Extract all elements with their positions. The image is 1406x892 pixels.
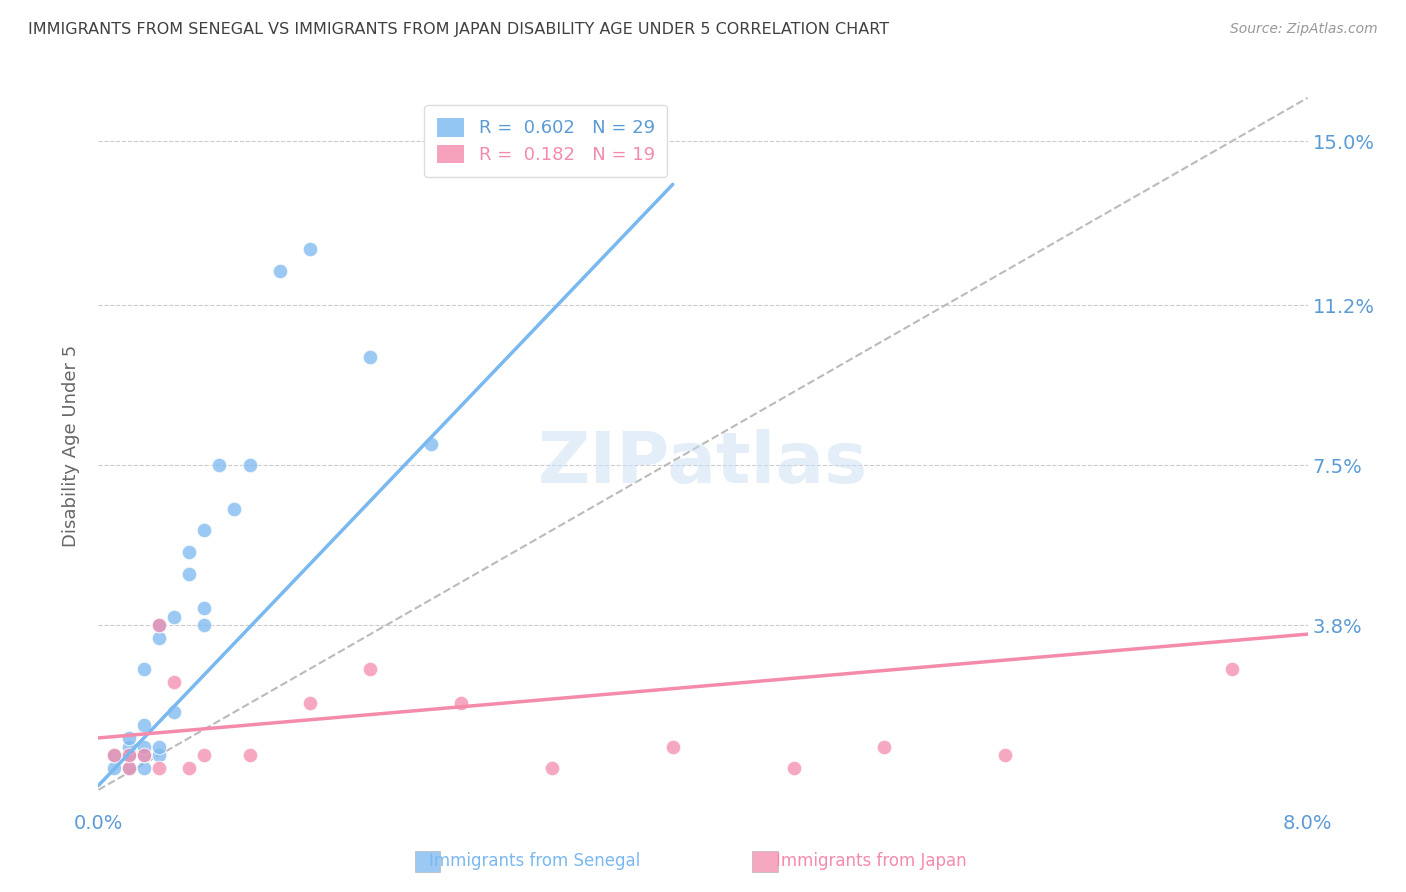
Point (208, 458, 231, 473)
Point (163, 705, 186, 719)
Point (163, 610, 186, 624)
Point (450, 696, 472, 710)
Point (299, 696, 322, 710)
Legend: R =  0.602   N = 29, R =  0.182   N = 19: R = 0.602 N = 29, R = 0.182 N = 19 (425, 105, 668, 177)
Point (132, 739, 155, 754)
Point (420, 437, 443, 451)
Point (193, 601, 215, 615)
Point (148, 632, 170, 646)
Point (360, 662, 382, 676)
Point (239, 458, 262, 473)
Text: ZIPatlas: ZIPatlas (538, 429, 868, 499)
Y-axis label: Disability Age Under 5: Disability Age Under 5 (62, 345, 80, 547)
Point (132, 748, 155, 763)
Point (662, 739, 685, 754)
Text: Immigrants from Senegal: Immigrants from Senegal (429, 852, 640, 870)
Point (118, 731, 141, 745)
Point (148, 748, 170, 763)
Point (299, 242, 322, 256)
Point (132, 718, 155, 732)
Point (541, 761, 564, 775)
Point (163, 674, 186, 689)
Point (148, 618, 170, 632)
Point (873, 739, 896, 754)
Point (103, 748, 125, 763)
Point (193, 524, 215, 538)
Text: Source: ZipAtlas.com: Source: ZipAtlas.com (1230, 22, 1378, 37)
Point (193, 618, 215, 632)
Point (118, 748, 141, 763)
Point (148, 739, 170, 754)
Point (360, 351, 382, 365)
Point (118, 739, 141, 754)
Point (179, 545, 201, 559)
Point (179, 566, 201, 581)
Point (118, 761, 141, 775)
Point (224, 501, 246, 516)
Point (132, 761, 155, 775)
Point (132, 748, 155, 763)
Point (994, 748, 1017, 763)
Point (118, 748, 141, 763)
Text: Immigrants from Japan: Immigrants from Japan (776, 852, 967, 870)
Point (179, 761, 201, 775)
Text: IMMIGRANTS FROM SENEGAL VS IMMIGRANTS FROM JAPAN DISABILITY AGE UNDER 5 CORRELAT: IMMIGRANTS FROM SENEGAL VS IMMIGRANTS FR… (28, 22, 889, 37)
Point (148, 761, 170, 775)
Point (1220, 662, 1243, 676)
Point (193, 748, 215, 763)
Point (148, 618, 170, 632)
Point (239, 748, 262, 763)
Point (103, 761, 125, 775)
Point (118, 761, 141, 775)
Point (783, 761, 806, 775)
Point (269, 264, 291, 278)
Point (132, 662, 155, 676)
Point (103, 748, 125, 763)
